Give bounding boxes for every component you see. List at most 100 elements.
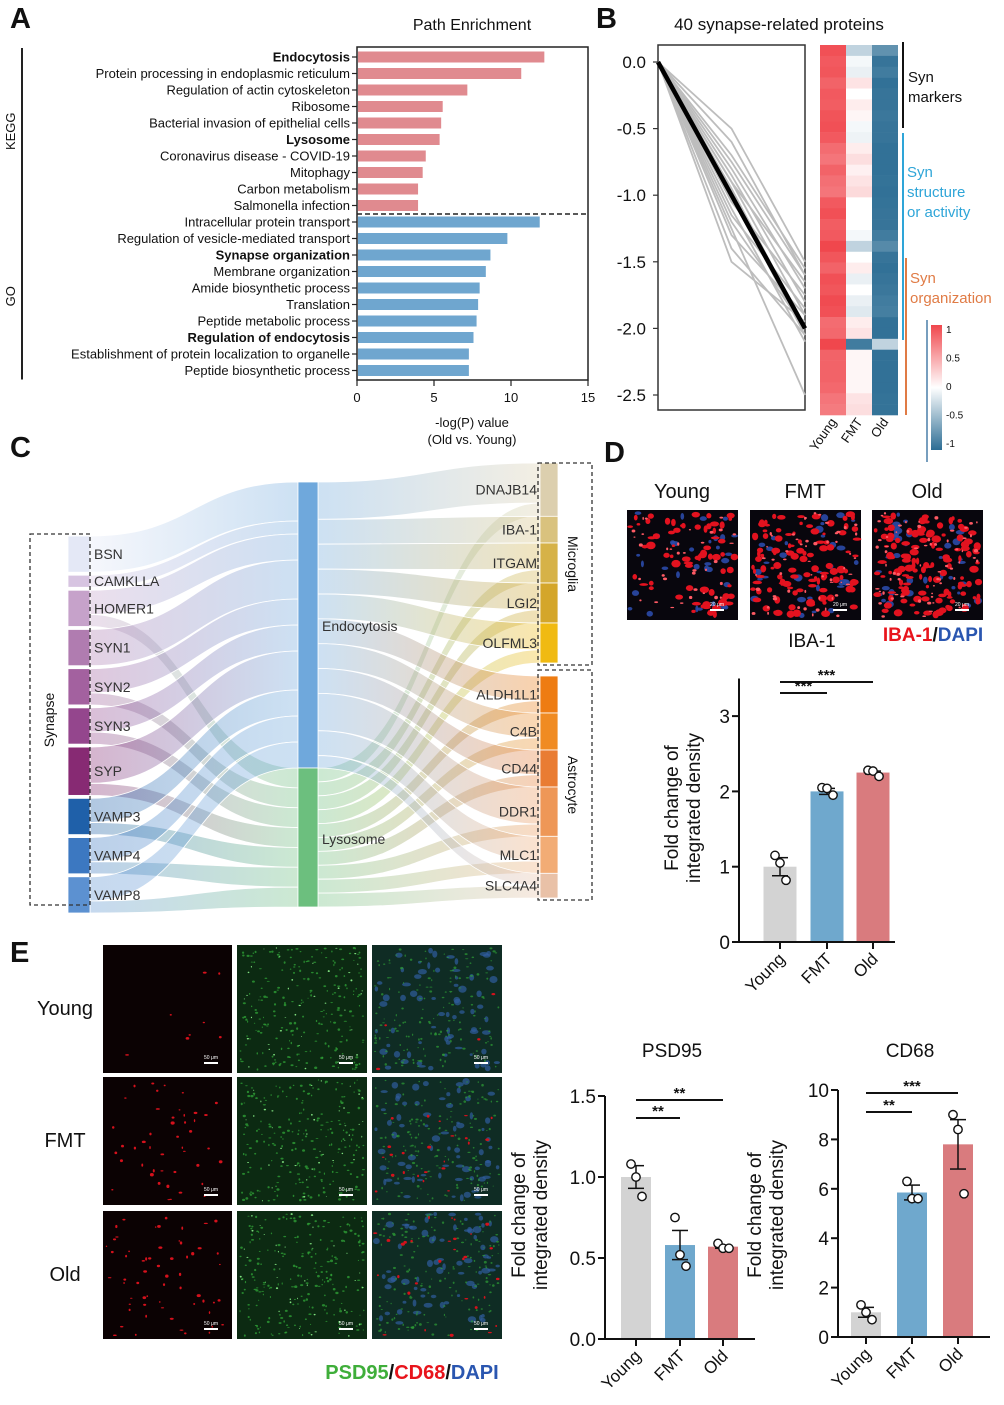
fluorescence-spot [936,522,944,529]
fluorescence-spot [296,1045,300,1048]
fluorescence-spot [797,596,806,603]
fluorescence-spot [298,1129,300,1132]
fluorescence-spot [791,533,796,536]
fluorescence-spot [335,1047,337,1049]
fluorescence-spot [941,533,946,537]
fluorescence-spot [320,1080,322,1082]
chart-title: CD68 [886,1041,935,1062]
fluorescence-spot [156,1264,161,1268]
fluorescence-spot [763,561,770,564]
fluorescence-spot [467,1266,471,1268]
fluorescence-spot [246,1125,249,1127]
fluorescence-spot [239,1255,242,1258]
fluorescence-spot [429,1200,431,1202]
fluorescence-spot [486,1256,492,1259]
fluorescence-spot [310,1214,314,1216]
fluorescence-spot [429,1176,432,1178]
fluorescence-spot [249,955,253,957]
fluorescence-spot [455,1289,457,1293]
fluorescence-spot [813,512,817,515]
fluorescence-spot [852,537,862,541]
data-point [775,858,785,868]
fluorescence-spot [486,977,489,980]
fluorescence-spot [417,1064,426,1068]
fluorescence-spot [446,1036,452,1040]
fluorescence-spot [263,1286,265,1288]
fluorescence-spot [346,1223,349,1226]
fluorescence-spot [705,566,713,573]
fluorescence-spot [330,1143,333,1146]
fluorescence-spot [390,1119,392,1121]
fluorescence-spot [632,574,638,580]
fluorescence-spot [671,559,681,568]
fluorescence-spot [456,1250,459,1253]
fluorescence-spot [297,1059,301,1062]
heatmap-cell [846,240,872,253]
fluorescence-spot [467,1151,471,1154]
fluorescence-spot [338,1332,340,1335]
node-label: CAMKLLA [94,573,160,589]
fluorescence-spot [450,1116,452,1118]
category-label: Mitophagy [290,165,350,180]
fluorescence-spot [426,1114,430,1118]
fluorescence-spot [450,1110,453,1112]
fluorescence-spot [311,1168,313,1170]
fluorescence-spot [420,1119,423,1122]
fluorescence-spot [373,1237,380,1245]
bar [358,167,423,178]
fluorescence-spot [755,587,761,592]
fluorescence-spot [452,1268,456,1270]
node-label: VAMP3 [94,808,141,824]
fluorescence-spot [348,1134,351,1136]
fluorescence-spot [350,1029,353,1031]
heatmap-cell [872,251,898,263]
fluorescence-spot [465,966,470,968]
fluorescence-spot [401,1007,404,1010]
fluorescence-spot [418,1080,421,1083]
fluorescence-spot [719,596,722,599]
fluorescence-spot [797,515,805,519]
fluorescence-spot [271,950,274,953]
fluorescence-spot [824,607,827,611]
fluorescence-spot [339,1192,343,1194]
fluorescence-spot [334,1258,339,1260]
fluorescence-spot [296,1162,300,1165]
fluorescence-spot [294,1285,298,1289]
fluorescence-spot [391,1133,395,1136]
fluorescence-spot [815,540,826,544]
fluorescence-spot [912,568,918,573]
fluorescence-spot [790,574,799,579]
data-point [828,790,838,801]
fluorescence-spot [149,1145,151,1150]
fluorescence-spot [415,1277,417,1279]
fluorescence-spot [449,1333,454,1337]
fluorescence-spot [427,977,431,980]
fluorescence-spot [359,1323,362,1326]
fluorescence-spot [449,970,453,972]
fluorescence-spot [248,1038,252,1040]
fluorescence-spot [258,1018,262,1020]
fluorescence-spot [934,609,944,617]
fluorescence-spot [276,1182,280,1184]
fluorescence-spot [302,1108,305,1111]
heatmap-cell [846,317,872,329]
fluorescence-spot [466,1081,469,1083]
fluorescence-spot [302,1100,304,1102]
data-point [959,1188,969,1199]
fluorescence-spot [451,1195,456,1198]
fluorescence-spot [919,564,922,567]
fluorescence-spot [320,1113,323,1115]
fluorescence-spot [968,530,977,536]
fluorescence-spot [375,1318,379,1320]
fluorescence-spot [475,1159,478,1161]
fluorescence-spot [261,1200,263,1202]
fluorescence-spot [492,1244,495,1248]
bar [708,1246,738,1339]
fluorescence-spot [356,1329,360,1331]
fluorescence-spot [330,1240,334,1242]
sankey-node [539,675,559,714]
fluorescence-spot [292,1264,296,1268]
panel-label-b: B [596,3,617,35]
fluorescence-spot [708,588,715,596]
fluorescence-spot [331,1165,333,1167]
